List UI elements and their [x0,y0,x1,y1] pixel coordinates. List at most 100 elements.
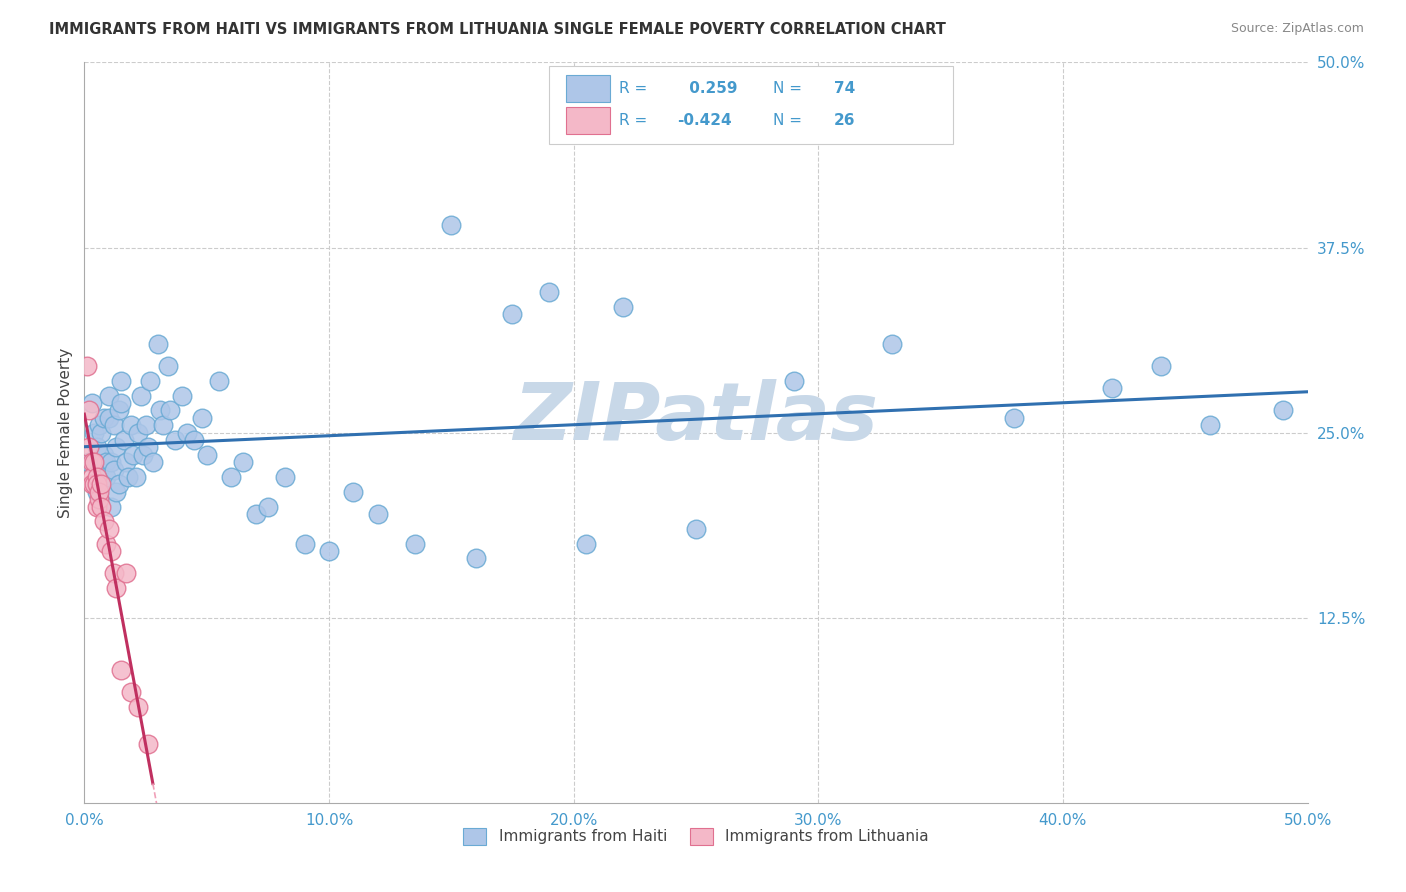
Point [1150,359,1173,373]
Point [156,359,179,373]
Point [318,544,340,558]
Point [100,544,122,558]
Point [127,699,149,714]
Point [127,425,149,440]
Text: -0.424: -0.424 [678,112,733,128]
Point [96,455,118,469]
Point [122,448,145,462]
Point [120,685,142,699]
Point [86,484,108,499]
Text: N =: N = [773,81,801,95]
Point [107,477,129,491]
FancyBboxPatch shape [567,75,610,102]
Point [80,477,103,491]
Point [96,470,118,484]
Point [538,285,561,299]
Point [219,470,242,484]
Point [125,470,148,484]
Point [100,500,122,514]
Point [105,581,128,595]
Point [97,410,120,425]
Text: N =: N = [773,112,801,128]
Point [86,470,108,484]
Point [90,477,112,491]
Point [115,566,138,581]
FancyBboxPatch shape [550,66,953,144]
Point [76,359,98,373]
Point [294,536,316,550]
Text: Source: ZipAtlas.com: Source: ZipAtlas.com [1230,22,1364,36]
Point [129,388,152,402]
Point [880,336,903,351]
Point [80,396,103,410]
Legend: Immigrants from Haiti, Immigrants from Lithuania: Immigrants from Haiti, Immigrants from L… [457,822,935,851]
Point [464,551,486,566]
Point [87,418,110,433]
Point [83,425,105,440]
Point [257,500,280,514]
Point [183,433,205,447]
Point [83,455,105,469]
Text: 0.259: 0.259 [683,81,737,95]
Point [110,396,132,410]
Point [367,507,389,521]
Text: 26: 26 [834,112,856,128]
Point [612,300,634,314]
Point [86,477,108,491]
Point [90,500,112,514]
Text: R =: R = [619,112,647,128]
Point [440,219,463,233]
Point [149,403,172,417]
Point [159,403,181,417]
Text: 74: 74 [834,81,855,95]
Point [136,441,159,455]
Point [80,470,103,484]
Point [105,441,128,455]
Point [1272,403,1295,417]
Point [274,470,297,484]
Point [77,403,100,417]
Point [191,410,214,425]
Text: ZIPatlas: ZIPatlas [513,379,879,457]
Point [107,403,129,417]
Point [502,307,524,321]
Point [152,418,174,433]
Point [97,522,120,536]
Point [87,492,110,507]
Point [117,470,139,484]
Point [208,374,231,388]
Point [1002,410,1025,425]
Point [685,522,707,536]
Point [115,455,138,469]
Point [103,418,125,433]
Point [86,500,108,514]
Point [87,484,110,499]
Point [176,425,198,440]
Point [1101,381,1123,395]
Point [93,515,115,529]
Point [342,484,364,499]
Point [87,462,110,476]
Point [77,441,100,455]
Point [575,536,598,550]
Point [105,484,128,499]
Point [80,455,103,469]
Point [96,536,118,550]
Point [163,433,186,447]
Point [146,336,169,351]
Point [77,455,100,469]
Point [404,536,426,550]
Point [90,477,112,491]
Point [110,374,132,388]
Point [93,410,115,425]
Point [142,455,165,469]
Text: R =: R = [619,81,647,95]
Point [172,388,194,402]
FancyBboxPatch shape [567,107,610,134]
Point [136,737,159,751]
Point [93,448,115,462]
Y-axis label: Single Female Poverty: Single Female Poverty [58,348,73,517]
Point [83,477,105,491]
Point [195,448,218,462]
Point [1198,418,1220,433]
